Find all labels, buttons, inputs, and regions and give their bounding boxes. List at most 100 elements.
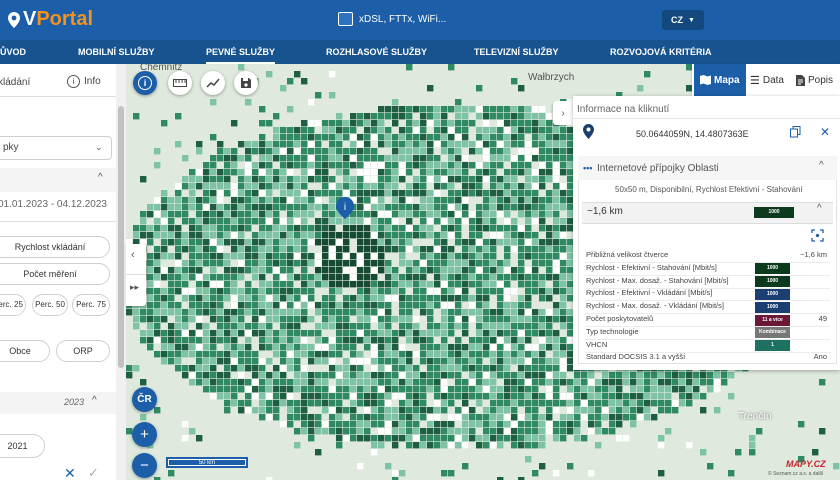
coverage-cell: [168, 470, 175, 477]
coverage-cell: [371, 400, 378, 407]
tab-rozhlasove-sluzby[interactable]: ROZHLASOVÉ SLUŽBY: [326, 47, 428, 57]
coverage-cell: [301, 253, 308, 260]
save-button[interactable]: [234, 71, 258, 95]
obce-button[interactable]: Obce: [0, 340, 50, 362]
elevation-profile-button[interactable]: [201, 71, 225, 95]
coverage-cell: [469, 421, 476, 428]
coverage-cell: [357, 393, 364, 400]
coverage-cell: [511, 176, 518, 183]
layer-info-header[interactable]: [578, 156, 837, 180]
sidebar-tab-upload[interactable]: kládání: [0, 77, 31, 88]
coverage-cell: [154, 302, 161, 309]
selected-location-marker-icon[interactable]: i: [336, 197, 354, 219]
fast-forward-icon[interactable]: ▸▸: [130, 282, 140, 292]
close-panel-icon[interactable]: ✕: [820, 125, 831, 139]
collapse-panel-button[interactable]: ›: [553, 101, 573, 125]
coverage-cell: [308, 414, 315, 421]
coverage-cell: [238, 358, 245, 365]
tab-pevne-sluzby[interactable]: PEVNÉ SLUŽBY: [206, 40, 276, 64]
coverage-cell: [602, 407, 609, 414]
coverage-cell: [182, 365, 189, 372]
perc-25-button[interactable]: Perc. 25: [0, 294, 26, 316]
coverage-cell: [329, 372, 336, 379]
coverage-cell: [308, 239, 315, 246]
scrollbar-thumb[interactable]: [118, 106, 124, 368]
perc-75-button[interactable]: Perc. 75: [72, 294, 110, 316]
year-input[interactable]: 2021: [0, 434, 45, 458]
coverage-cell: [469, 386, 476, 393]
zoom-out-button[interactable]: −: [132, 453, 157, 478]
coverage-cell: [497, 267, 504, 274]
coverage-cell: [413, 442, 420, 449]
vportal-logo[interactable]: V Portal: [8, 8, 93, 31]
mapy-cz-logo[interactable]: MAPY.CZ: [786, 459, 826, 469]
country-view-button[interactable]: ČR: [132, 387, 157, 412]
orp-button[interactable]: ORP: [56, 340, 110, 362]
coverage-cell: [616, 92, 623, 99]
section-header[interactable]: ^: [0, 168, 116, 192]
copy-icon[interactable]: [790, 126, 801, 138]
coverage-cell: [350, 141, 357, 148]
perc-50-button[interactable]: Perc. 50: [32, 294, 68, 316]
sidebar-scrollbar[interactable]: ▲: [116, 64, 126, 480]
coverage-cell: [553, 316, 560, 323]
coverage-cell: [490, 162, 497, 169]
layer-select[interactable]: pky ⌄: [0, 136, 112, 160]
coverage-cell: [420, 232, 427, 239]
tab-televizni-sluzby[interactable]: TELEVIZNÍ SLUŽBY: [474, 47, 559, 57]
coverage-cell: [364, 316, 371, 323]
coverage-cell: [378, 330, 385, 337]
coverage-cell: [357, 281, 364, 288]
coverage-cell: [490, 358, 497, 365]
coverage-cell: [189, 365, 196, 372]
coverage-cell: [497, 113, 504, 120]
coverage-cell: [532, 239, 539, 246]
measure-button[interactable]: [168, 71, 192, 95]
coverage-cell: [259, 106, 266, 113]
coverage-cell: [301, 197, 308, 204]
chevron-left-icon[interactable]: ‹: [131, 249, 135, 261]
coverage-cell: [448, 260, 455, 267]
map-copyright[interactable]: © Seznam.cz a.s. a další: [768, 471, 824, 477]
coverage-cell: [532, 113, 539, 120]
info-mode-button[interactable]: i: [133, 71, 157, 95]
date-range[interactable]: 01.01.2023 - 04.12.2023: [0, 199, 107, 210]
tab-rozvojova-kriteria[interactable]: ROZVOJOVÁ KRITÉRIA: [610, 47, 712, 57]
zoom-in-button[interactable]: +: [132, 422, 157, 447]
tab-description[interactable]: Popis: [796, 64, 833, 96]
tab-data[interactable]: ☰ Data: [750, 64, 784, 96]
coverage-cell: [553, 288, 560, 295]
coverage-cell: [266, 400, 273, 407]
coverage-cell: [259, 358, 266, 365]
close-icon[interactable]: ✕: [64, 465, 76, 480]
coverage-cell: [315, 309, 322, 316]
year-section-header[interactable]: 2023 ^: [0, 392, 116, 414]
chevron-up-icon[interactable]: ^: [819, 160, 824, 171]
coverage-cell: [224, 393, 231, 400]
chevron-up-icon[interactable]: ^: [817, 203, 822, 214]
coverage-cell: [315, 428, 322, 435]
zoom-to-cell-icon[interactable]: [811, 229, 824, 242]
coverage-cell: [238, 211, 245, 218]
sidebar-tab-info[interactable]: i Info: [67, 75, 101, 88]
coverage-cell: [189, 344, 196, 351]
divider: [126, 274, 146, 275]
coverage-cell: [189, 218, 196, 225]
coverage-cell: [434, 239, 441, 246]
coverage-cell: [539, 365, 546, 372]
tab-uvod[interactable]: ŮVOD: [0, 47, 27, 57]
coordinates[interactable]: 50.0644059N, 14.4807363E: [636, 129, 749, 139]
location-pin-icon: [8, 11, 20, 28]
coverage-cell: [441, 113, 448, 120]
language-select[interactable]: CZ ▼: [662, 10, 704, 30]
coverage-cell: [224, 316, 231, 323]
coverage-cell: [399, 211, 406, 218]
check-icon[interactable]: ✓: [88, 465, 99, 480]
coverage-cell: [203, 330, 210, 337]
tab-map[interactable]: Mapa: [694, 64, 746, 96]
coverage-cell: [567, 414, 574, 421]
measurement-count-button[interactable]: Počet měření: [0, 263, 110, 285]
tab-mobilni-sluzby[interactable]: MOBILNÍ SLUŽBY: [78, 47, 155, 57]
coverage-cell: [301, 120, 308, 127]
speed-upload-button[interactable]: Rychlost vkládání: [0, 236, 110, 258]
